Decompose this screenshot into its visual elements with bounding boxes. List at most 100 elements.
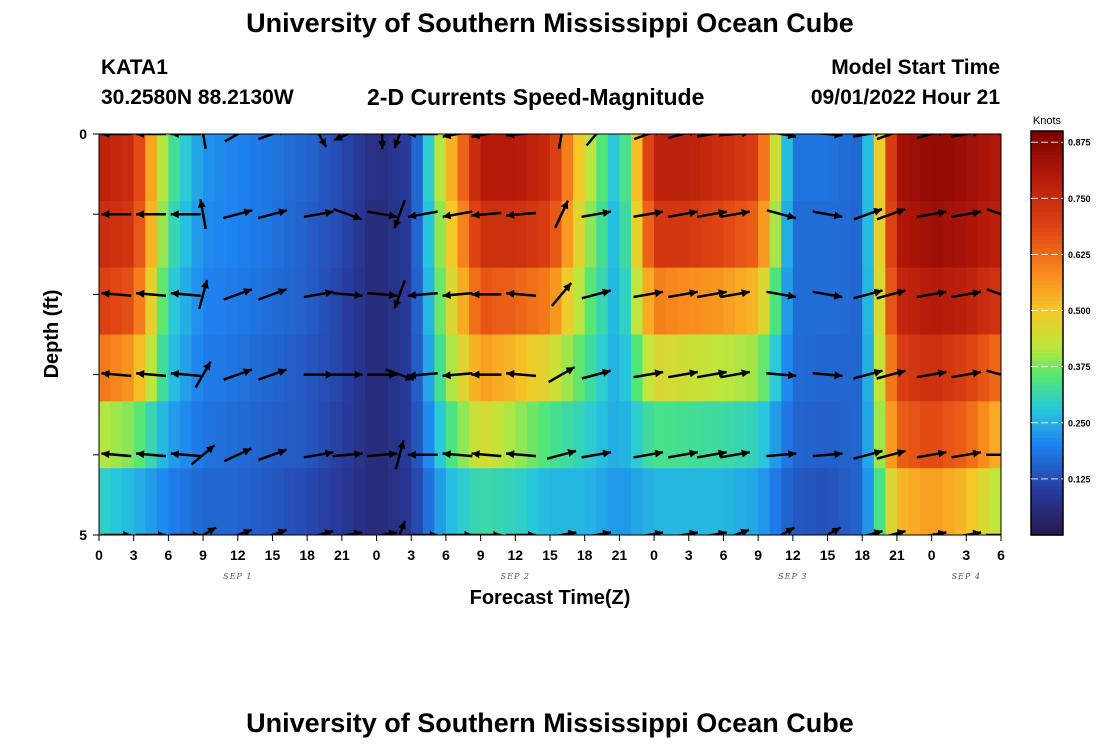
heat-cell <box>526 334 540 402</box>
heat-cell <box>168 334 181 402</box>
heat-cell <box>179 267 193 336</box>
heat-cell <box>642 401 655 469</box>
current-arrow <box>633 289 664 299</box>
arrow-head <box>393 139 401 149</box>
heat-cell <box>920 200 933 269</box>
heat-cell <box>584 468 597 535</box>
arrow-head <box>565 367 575 375</box>
current-arrow <box>951 449 982 459</box>
current-arrow <box>986 369 1001 376</box>
heat-cell <box>434 267 447 336</box>
colorbar-tick-label: 0.125 <box>1068 474 1091 484</box>
current-arrow <box>442 134 465 140</box>
arrow-head <box>654 369 664 378</box>
heat-cell <box>318 334 331 402</box>
model-start-label: Model Start Time <box>831 56 1000 79</box>
heat-cell <box>966 134 979 202</box>
current-arrow <box>393 279 406 309</box>
arrow-head <box>787 134 797 140</box>
arrow-shaft <box>557 134 563 150</box>
heat-cell <box>711 401 725 469</box>
arrow-head <box>506 134 515 139</box>
heat-cell <box>943 134 956 202</box>
current-arrow <box>190 444 216 466</box>
heat-cell <box>179 134 193 202</box>
arrow-head <box>136 134 144 138</box>
heat-cell <box>422 401 435 469</box>
arrow-head <box>398 520 406 530</box>
colorbar-step <box>1031 131 1063 136</box>
heat-cell <box>353 401 366 469</box>
arrow-head <box>689 529 698 535</box>
heat-cell <box>654 468 667 535</box>
heat-cell <box>191 334 204 402</box>
current-arrow <box>234 528 253 535</box>
current-arrow <box>546 449 577 460</box>
arrow-head <box>741 369 750 378</box>
colorbar-step <box>1031 175 1063 181</box>
heat-cell <box>203 468 216 535</box>
heat-cell <box>179 401 193 469</box>
colorbar-step <box>1031 490 1063 496</box>
heat-cell <box>746 267 759 336</box>
arrow-head <box>654 449 664 458</box>
heat-cell <box>295 468 308 535</box>
arrow-head <box>563 282 572 292</box>
arrow-head <box>1006 213 1015 221</box>
heat-cell <box>769 200 782 269</box>
colorbar-step <box>1031 300 1063 306</box>
current-arrow <box>667 369 699 379</box>
heat-cell <box>700 468 713 535</box>
heat-cell <box>411 334 424 402</box>
current-arrow <box>471 290 502 299</box>
current-arrow <box>471 370 502 379</box>
colorbar-step <box>1031 357 1063 362</box>
colorbar-step <box>1031 171 1063 177</box>
heat-cell <box>133 334 146 402</box>
heat-cell <box>156 334 169 402</box>
heat-cell <box>295 134 308 202</box>
current-arrow <box>442 210 473 220</box>
heat-cell <box>284 267 297 336</box>
heat-cell <box>723 401 736 469</box>
colorbar-step <box>1031 163 1063 168</box>
arrow-head <box>192 531 201 535</box>
colorbar-step <box>1031 385 1063 391</box>
heat-cell <box>584 334 597 402</box>
heat-cell <box>654 200 667 269</box>
arrow-head <box>873 208 883 216</box>
arrow-head <box>831 527 841 535</box>
heat-cell <box>457 200 470 269</box>
arrow-head <box>101 450 110 459</box>
arrow-head <box>354 370 363 379</box>
heat-cell <box>908 200 921 269</box>
x-tick-label: 9 <box>754 547 762 563</box>
heat-cell <box>422 134 435 202</box>
colorbar-step <box>1031 179 1063 185</box>
colorbar-step <box>1031 349 1063 354</box>
current-arrow <box>367 210 398 220</box>
heat-cell <box>191 267 204 336</box>
heat-cell <box>596 334 609 402</box>
heat-cell <box>341 200 355 269</box>
arrow-head <box>937 529 947 535</box>
heat-cell <box>376 401 389 469</box>
current-arrow <box>303 209 334 219</box>
heat-cell <box>954 334 967 402</box>
colorbar-step <box>1031 135 1063 140</box>
heat-cell <box>214 267 227 336</box>
arrow-head <box>938 134 942 137</box>
heat-cell <box>758 200 771 269</box>
heat-cell <box>954 401 967 469</box>
heat-cell <box>411 134 424 202</box>
current-arrow <box>170 289 201 298</box>
arrow-head <box>506 370 515 378</box>
heat-cell <box>758 134 771 202</box>
x-tick-label: 0 <box>928 547 936 563</box>
heat-cell <box>920 401 933 469</box>
heat-cell <box>318 401 331 469</box>
arrow-head <box>352 212 362 221</box>
arrow-shaft <box>633 134 652 141</box>
colorbar-step <box>1031 486 1063 492</box>
heat-cell <box>133 267 146 336</box>
